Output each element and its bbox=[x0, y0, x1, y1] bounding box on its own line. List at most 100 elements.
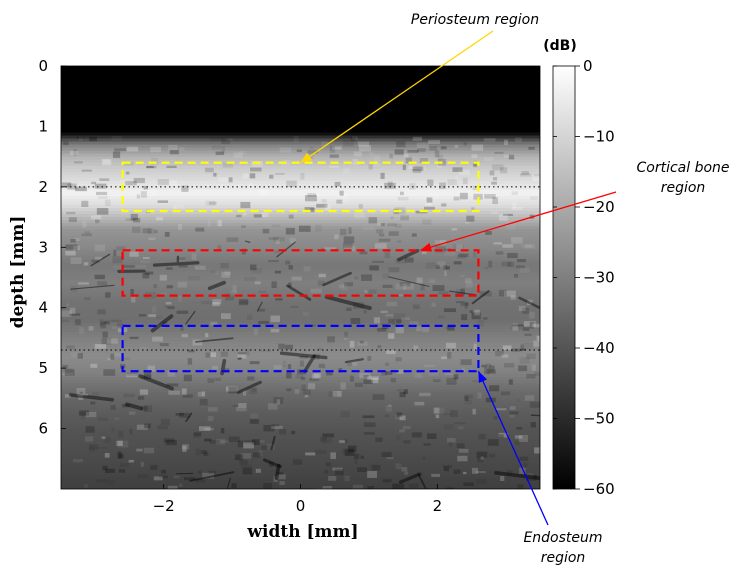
speckle-cell bbox=[396, 369, 404, 374]
speckle-cell bbox=[64, 369, 75, 376]
speckle-cell bbox=[251, 268, 263, 274]
intensity-band bbox=[61, 96, 540, 100]
speckle-cell bbox=[522, 326, 530, 331]
speckle-cell bbox=[376, 229, 384, 234]
speckle-cell bbox=[179, 146, 185, 152]
speckle-cell bbox=[361, 274, 373, 281]
speckle-cell bbox=[140, 260, 151, 264]
speckle-cell bbox=[237, 352, 247, 355]
speckle-cell bbox=[136, 424, 148, 430]
speckle-cell bbox=[340, 228, 347, 236]
speckle-cell bbox=[263, 482, 273, 489]
intensity-band bbox=[61, 398, 540, 402]
speckle-cell bbox=[321, 199, 327, 203]
intensity-band bbox=[61, 470, 540, 475]
speckle-cell bbox=[74, 161, 83, 164]
intensity-band bbox=[61, 461, 540, 466]
speckle-cell bbox=[178, 224, 182, 230]
dark-streak bbox=[90, 253, 111, 267]
speckle-cell bbox=[452, 167, 463, 172]
speckle-cell bbox=[303, 389, 311, 395]
speckle-cell bbox=[314, 449, 327, 455]
speckle-cell bbox=[105, 199, 111, 206]
speckle-cell bbox=[114, 417, 120, 420]
speckle-cell bbox=[424, 203, 432, 206]
intensity-band bbox=[61, 413, 540, 418]
speckle-cell bbox=[359, 251, 368, 255]
speckle-cell bbox=[437, 261, 446, 267]
intensity-band bbox=[61, 183, 540, 188]
speckle-cell bbox=[460, 302, 469, 306]
speckle-cell bbox=[240, 453, 251, 459]
intensity-band bbox=[61, 374, 540, 378]
speckle-cell bbox=[453, 261, 462, 265]
speckle-cell bbox=[522, 307, 530, 314]
speckle-cell bbox=[459, 274, 465, 278]
speckle-cell bbox=[368, 217, 378, 224]
speckle-cell bbox=[347, 445, 357, 453]
speckle-cell bbox=[381, 451, 392, 457]
speckle-cell bbox=[154, 229, 158, 234]
speckle-cell bbox=[249, 361, 260, 365]
speckle-cell bbox=[521, 244, 533, 248]
speckle-cell bbox=[142, 273, 150, 279]
speckle-cell bbox=[166, 165, 177, 169]
speckle-cell bbox=[176, 310, 189, 314]
intensity-band bbox=[61, 259, 540, 263]
colorbar-tick-label: −10 bbox=[583, 128, 615, 146]
speckle-cell bbox=[402, 164, 406, 171]
speckle-cell bbox=[318, 363, 326, 369]
speckle-cell bbox=[212, 299, 222, 305]
speckle-cell bbox=[431, 302, 436, 307]
speckle-cell bbox=[110, 353, 115, 360]
speckle-cell bbox=[102, 159, 111, 164]
speckle-cell bbox=[510, 295, 516, 300]
speckle-cell bbox=[428, 139, 441, 145]
speckle-cell bbox=[500, 391, 511, 396]
speckle-cell bbox=[369, 151, 374, 157]
speckle-cell bbox=[378, 238, 391, 242]
intensity-band bbox=[61, 244, 540, 248]
speckle-cell bbox=[211, 145, 222, 150]
speckle-cell bbox=[69, 150, 79, 155]
speckle-cell bbox=[495, 350, 504, 357]
speckle-cell bbox=[313, 373, 322, 378]
speckle-cell bbox=[332, 467, 343, 471]
intensity-band bbox=[61, 256, 540, 260]
speckle-cell bbox=[119, 179, 129, 185]
speckle-cell bbox=[99, 319, 104, 326]
speckle-cell bbox=[231, 184, 242, 188]
speckle-cell bbox=[357, 467, 367, 472]
speckle-cell bbox=[83, 262, 89, 266]
speckle-cell bbox=[61, 368, 73, 371]
speckle-cell bbox=[169, 180, 178, 186]
speckle-cell bbox=[91, 215, 102, 220]
speckle-cell bbox=[487, 439, 499, 446]
speckle-cell bbox=[381, 370, 387, 376]
speckle-cell bbox=[152, 336, 163, 342]
intensity-band bbox=[61, 337, 540, 342]
speckle-cell bbox=[307, 150, 319, 154]
speckle-cell bbox=[346, 307, 352, 311]
speckle-cell bbox=[309, 207, 316, 211]
speckle-cell bbox=[399, 391, 406, 398]
intensity-band bbox=[61, 389, 540, 393]
intensity-band bbox=[61, 262, 540, 267]
speckle-cell bbox=[477, 457, 484, 463]
speckle-cell bbox=[511, 191, 519, 196]
speckle-cell bbox=[182, 445, 187, 452]
speckle-cell bbox=[175, 412, 184, 416]
speckle-cell bbox=[401, 467, 408, 472]
speckle-cell bbox=[334, 234, 339, 240]
speckle-cell bbox=[516, 427, 523, 430]
speckle-cell bbox=[100, 321, 107, 329]
speckle-cell bbox=[434, 150, 440, 158]
speckle-cell bbox=[394, 414, 404, 420]
speckle-cell bbox=[483, 317, 488, 320]
speckle-cell bbox=[371, 464, 381, 471]
speckle-cell bbox=[199, 398, 208, 406]
speckle-cell bbox=[97, 309, 106, 315]
intensity-band bbox=[61, 150, 540, 155]
speckle-cell bbox=[221, 138, 230, 145]
speckle-cell bbox=[205, 333, 209, 338]
